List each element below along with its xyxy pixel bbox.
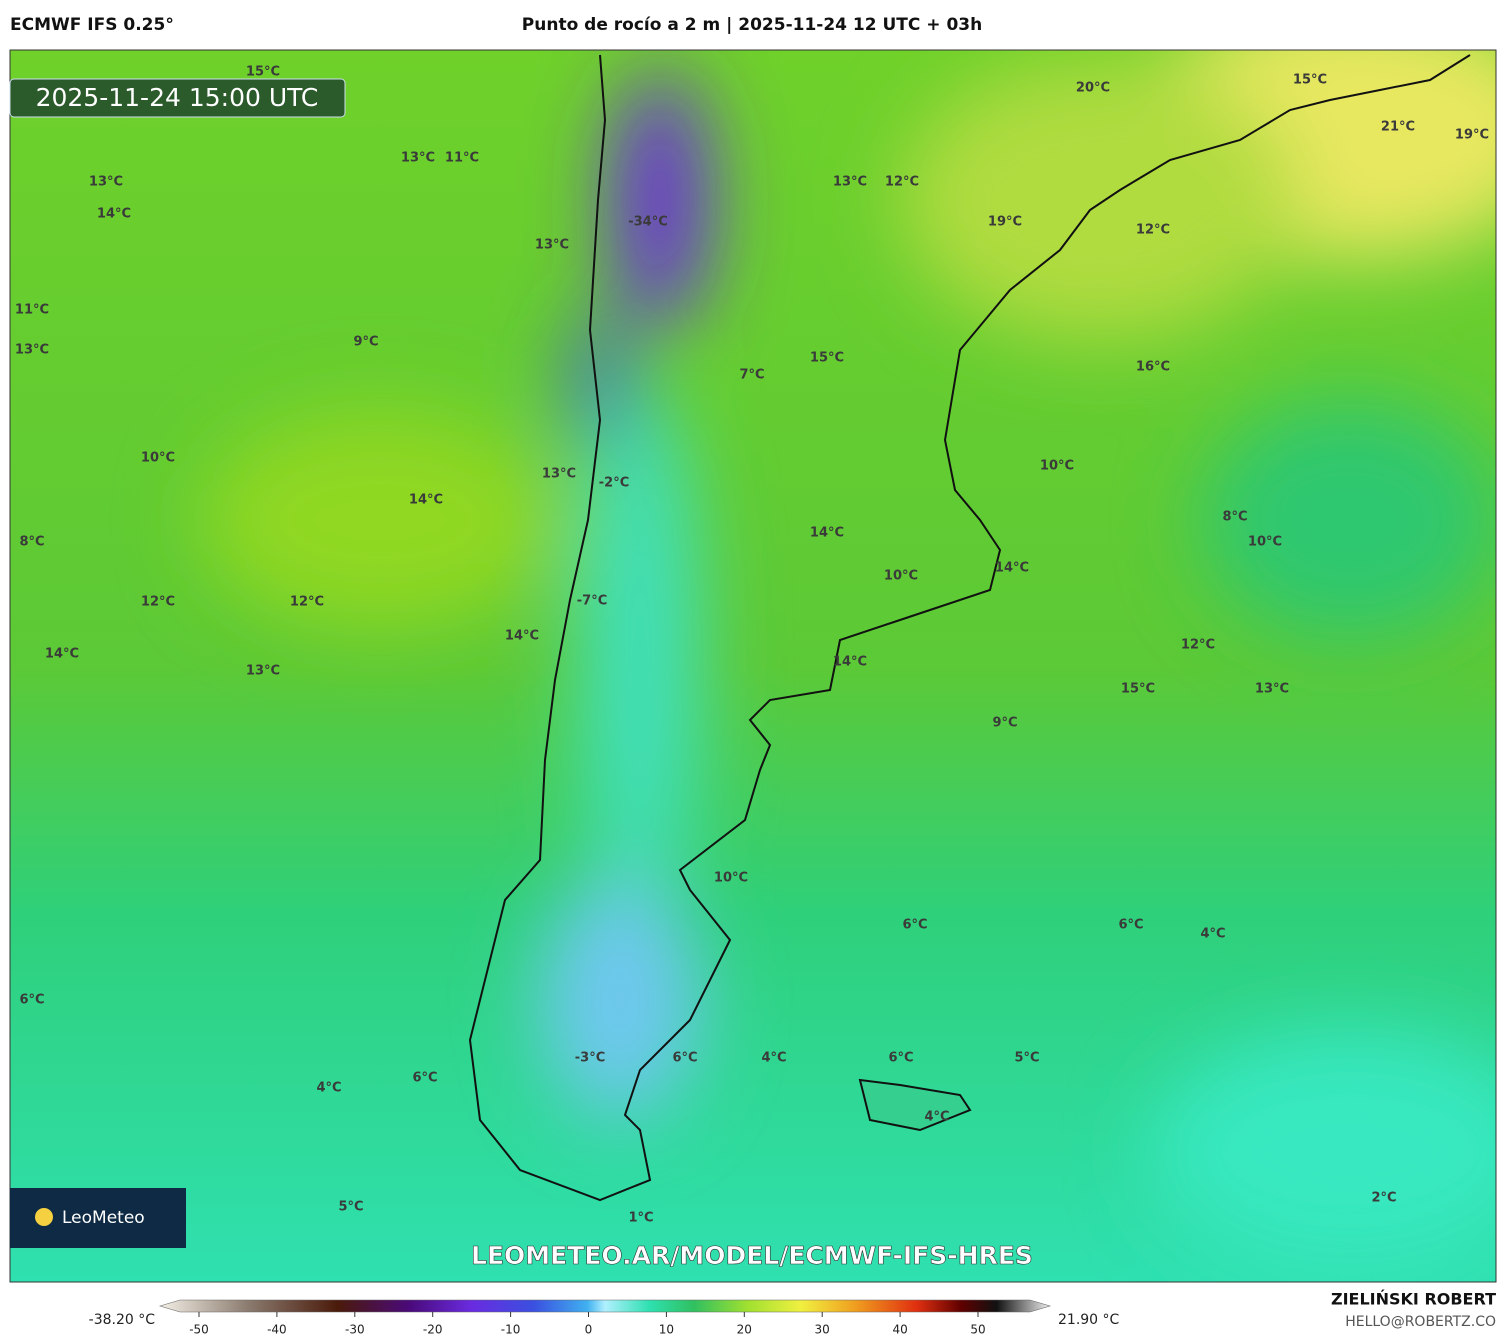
temperature-label: 6°C (412, 1071, 437, 1086)
logo: LeoMeteo (62, 1208, 145, 1228)
contact: HELLO@ROBERTZ.CO (1345, 1314, 1496, 1330)
temperature-label: 13°C (401, 151, 435, 166)
temperature-label: 12°C (1181, 638, 1215, 653)
temperature-label: 5°C (1014, 1051, 1039, 1066)
temperature-label: 14°C (995, 561, 1029, 576)
colorbar-max: 21.90 °C (1058, 1312, 1120, 1328)
temperature-label: 4°C (316, 1081, 341, 1096)
temperature-label: 13°C (15, 343, 49, 358)
temperature-label: 19°C (988, 215, 1022, 230)
colorbar-tick-label: -30 (345, 1323, 365, 1337)
temperature-label: 10°C (141, 451, 175, 466)
temperature-label: 9°C (992, 716, 1017, 731)
map-title: Punto de rocío a 2 m | 2025-11-24 12 UTC… (522, 15, 982, 35)
temperature-label: 20°C (1076, 81, 1110, 96)
colorbar-tick-label: 50 (970, 1323, 985, 1337)
timestamp: 2025-11-24 15:00 UTC (36, 83, 319, 112)
temperature-label: -2°C (599, 476, 629, 491)
temperature-label: 13°C (89, 175, 123, 190)
temperature-label: 14°C (45, 647, 79, 662)
temperature-label: 5°C (338, 1200, 363, 1215)
colorbar-tick-label: 0 (585, 1323, 593, 1337)
temperature-label: 15°C (810, 351, 844, 366)
temperature-label: 4°C (1200, 927, 1225, 942)
colorbar-tick-label: 20 (737, 1323, 752, 1337)
temperature-label: 12°C (1136, 223, 1170, 238)
temperature-label: 15°C (1293, 73, 1327, 88)
temperature-label: 4°C (924, 1110, 949, 1125)
colorbar: -50 -40 -30 -20 -10 0 10 20 30 40 50 (158, 1299, 1052, 1337)
temperature-label: 14°C (505, 629, 539, 644)
temperature-label: 10°C (1040, 459, 1074, 474)
temperature-label: 19°C (1455, 128, 1489, 143)
colorbar-tick-label: -50 (189, 1323, 209, 1337)
temperature-label: 2°C (1371, 1191, 1396, 1206)
temperature-label: 12°C (885, 175, 919, 190)
temperature-label: -7°C (577, 594, 607, 609)
colorbar-tick-label: 40 (892, 1323, 907, 1337)
temperature-label: 9°C (353, 335, 378, 350)
temperature-label: 15°C (1121, 682, 1155, 697)
temperature-label: 16°C (1136, 360, 1170, 375)
model-name: ECMWF IFS 0.25° (10, 15, 174, 35)
temperature-label: 10°C (1248, 535, 1282, 550)
temperature-label: -3°C (575, 1051, 605, 1066)
temperature-label: 13°C (535, 238, 569, 253)
temperature-label: 15°C (246, 65, 280, 80)
author: ZIELIŃSKI ROBERT (1331, 1290, 1496, 1309)
temperature-label: 13°C (542, 467, 576, 482)
temperature-label: 12°C (141, 595, 175, 610)
watermark: LEOMETEO.AR/MODEL/ECMWF-IFS-HRES (471, 1241, 1033, 1270)
temperature-label: 6°C (902, 918, 927, 933)
temperature-label: -34°C (628, 215, 668, 230)
temperature-label: 11°C (15, 303, 49, 318)
temperature-label: 14°C (97, 207, 131, 222)
map-area (9, 49, 1497, 1283)
logo-sun (35, 1208, 53, 1226)
temperature-label: 21°C (1381, 120, 1415, 135)
temperature-label: 14°C (409, 493, 443, 508)
temperature-label: 1°C (628, 1211, 653, 1226)
temperature-label: 8°C (1222, 510, 1247, 525)
temperature-label: 7°C (739, 368, 764, 383)
timestamp-box (9, 78, 346, 118)
colorbar-tick-label: -10 (501, 1323, 521, 1337)
temperature-label: 6°C (1118, 918, 1143, 933)
temperature-label: 6°C (888, 1051, 913, 1066)
temperature-label: 10°C (714, 871, 748, 886)
temperature-label: 10°C (884, 569, 918, 584)
temperature-label: 4°C (761, 1051, 786, 1066)
colorbar-tick-label: -20 (423, 1323, 443, 1337)
temperature-label: 8°C (19, 535, 44, 550)
colorbar-tick-label: -40 (267, 1323, 287, 1337)
temperature-label: 11°C (445, 151, 479, 166)
temperature-label: 14°C (833, 655, 867, 670)
temperature-label: 13°C (833, 175, 867, 190)
temperature-label: 6°C (672, 1051, 697, 1066)
temperature-label: 13°C (246, 664, 280, 679)
temperature-label: 13°C (1255, 682, 1289, 697)
colorbar-min: -38.20 °C (89, 1312, 156, 1328)
colorbar-tick-label: 10 (659, 1323, 674, 1337)
temperature-label: 6°C (19, 993, 44, 1008)
colorbar-tick-label: 30 (815, 1323, 830, 1337)
temperature-label: 12°C (290, 595, 324, 610)
temperature-label: 14°C (810, 526, 844, 541)
map-labels: 15°C 13°C 11°C 13°C 14°C 13°C -34°C 13°C 12°C 20°… (15, 65, 1489, 1226)
